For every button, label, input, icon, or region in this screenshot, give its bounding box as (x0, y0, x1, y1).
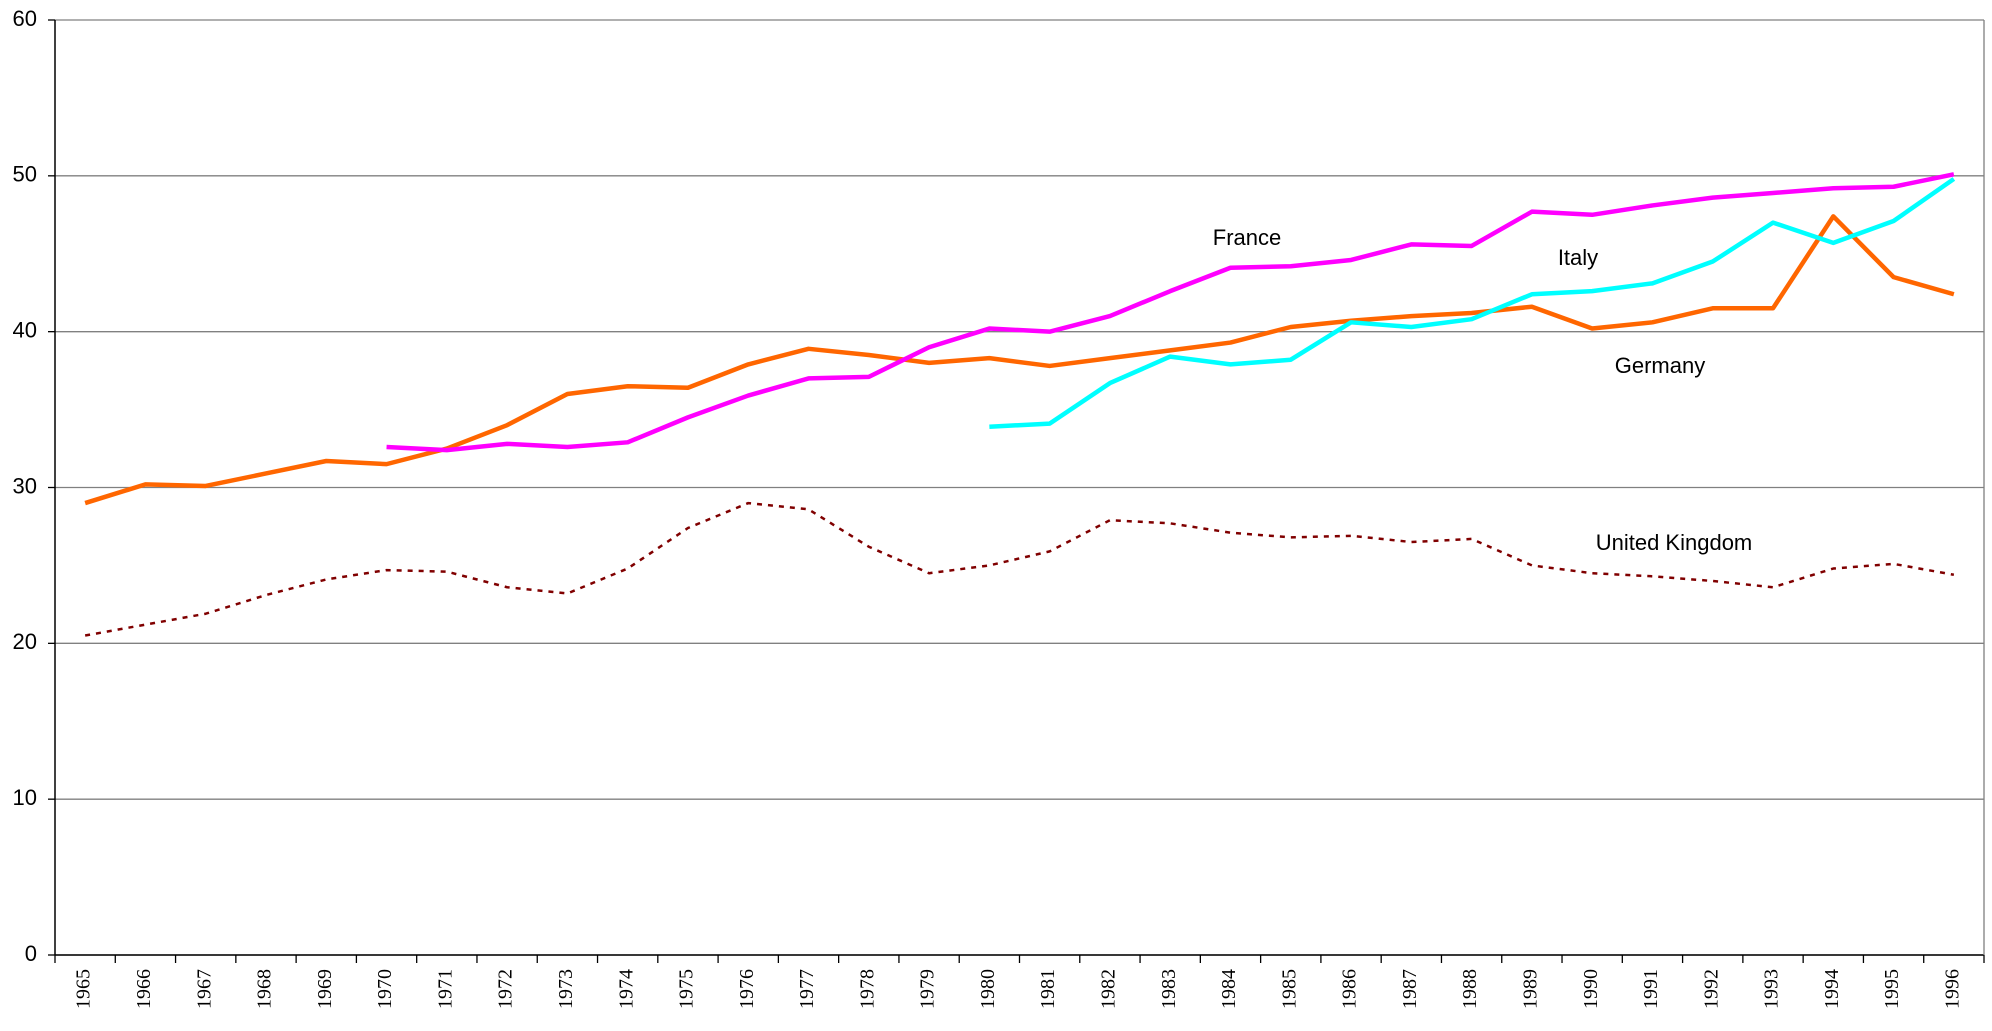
y-tick-label: 10 (13, 785, 37, 810)
x-tick-label: 1966 (133, 969, 155, 1009)
x-tick-label: 1982 (1098, 969, 1120, 1009)
x-tick-label: 1974 (615, 969, 637, 1009)
series-line (989, 177, 1956, 429)
series-label: France (1213, 225, 1281, 250)
series-line (386, 172, 1955, 453)
x-tick-label: 1985 (1278, 969, 1300, 1009)
x-tick-label: 1978 (856, 969, 878, 1009)
x-tick-label: 1971 (434, 969, 456, 1009)
series-line (84, 214, 1955, 506)
x-tick-label: 1981 (1037, 969, 1059, 1009)
x-tick-label: 1976 (736, 969, 758, 1009)
x-tick-label: 1991 (1640, 969, 1662, 1009)
y-tick-label: 40 (13, 317, 37, 342)
x-tick-label: 1989 (1519, 969, 1541, 1009)
series-label: United Kingdom (1596, 530, 1753, 555)
x-tick-label: 1988 (1459, 969, 1481, 1009)
x-tick-label: 1986 (1339, 969, 1361, 1009)
x-tick-label: 1987 (1399, 969, 1421, 1009)
x-tick-label: 1996 (1941, 969, 1963, 1009)
x-tick-label: 1992 (1700, 969, 1722, 1009)
x-tick-label: 1972 (495, 969, 517, 1009)
y-tick-label: 50 (13, 162, 37, 187)
y-tick-label: 20 (13, 629, 37, 654)
x-tick-label: 1983 (1158, 969, 1180, 1009)
x-tick-label: 1993 (1761, 969, 1783, 1009)
x-tick-label: 1990 (1580, 969, 1602, 1009)
y-tick-label: 60 (13, 6, 37, 31)
x-tick-label: 1965 (73, 969, 95, 1009)
x-tick-label: 1967 (193, 969, 215, 1009)
x-tick-label: 1973 (555, 969, 577, 1009)
x-tick-label: 1977 (796, 969, 818, 1009)
x-tick-label: 1975 (676, 969, 698, 1009)
x-tick-label: 1995 (1881, 969, 1903, 1009)
series-label: Italy (1558, 245, 1598, 270)
x-tick-label: 1968 (254, 969, 276, 1009)
x-tick-label: 1970 (374, 969, 396, 1009)
x-tick-label: 1980 (977, 969, 999, 1009)
y-tick-label: 0 (25, 941, 37, 966)
series-line (84, 501, 1955, 637)
x-tick-label: 1994 (1821, 969, 1843, 1009)
y-tick-label: 30 (13, 473, 37, 498)
x-tick-label: 1979 (917, 969, 939, 1009)
x-tick-label: 1969 (314, 969, 336, 1009)
series-label: Germany (1615, 353, 1705, 378)
x-tick-label: 1984 (1218, 969, 1240, 1009)
